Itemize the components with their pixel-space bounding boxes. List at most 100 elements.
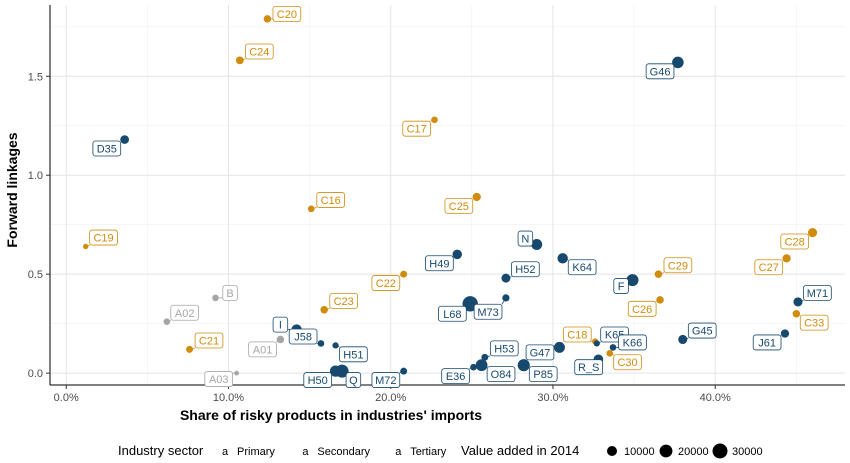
label-box-c24 xyxy=(244,43,274,60)
label-box-k66 xyxy=(618,334,647,351)
label-c19: C19 xyxy=(93,233,113,245)
label-box-r_s xyxy=(574,359,603,376)
label-n: N xyxy=(521,234,529,246)
point-c17 xyxy=(431,116,438,124)
label-box-c18 xyxy=(562,326,592,343)
label-box-c26 xyxy=(627,300,657,317)
label-m72: M72 xyxy=(375,375,396,387)
label-c23: C23 xyxy=(334,296,354,308)
point-h53 xyxy=(481,353,489,361)
label-e36: E36 xyxy=(446,371,466,383)
label-f: F xyxy=(618,281,625,293)
point-c22 xyxy=(400,270,408,278)
point-labels: A01 A02 A03 B C16 C17 C18 C19 C20 C21 C22 C23 C24 C25… xyxy=(89,6,832,388)
x-tick-label: 40.0% xyxy=(700,392,731,404)
label-c17: C17 xyxy=(407,124,427,136)
label-l68: L68 xyxy=(443,309,461,321)
label-box-c28 xyxy=(780,233,810,250)
label-box-c25 xyxy=(444,197,474,214)
label-p85: P85 xyxy=(533,369,553,381)
point-k66 xyxy=(609,344,617,351)
point-c19 xyxy=(83,243,89,250)
data-points xyxy=(83,15,818,378)
y-tick-label: 0.5 xyxy=(28,269,43,281)
label-box-a01 xyxy=(248,341,277,358)
label-r_s: R_S xyxy=(578,362,599,374)
label-box-q xyxy=(345,372,362,388)
label-h49: H49 xyxy=(429,258,449,270)
point-c20 xyxy=(263,15,272,23)
x-axis-title: Share of risky products in industries' i… xyxy=(180,407,482,423)
label-g46: G46 xyxy=(650,66,671,78)
point-c29 xyxy=(654,270,663,278)
label-box-h51 xyxy=(339,346,368,363)
label-box-g47 xyxy=(525,344,555,361)
point-c25 xyxy=(472,192,481,202)
label-q: Q xyxy=(349,375,358,387)
x-tick-label: 30.0% xyxy=(537,392,568,404)
point-c16 xyxy=(307,205,315,213)
point-h52 xyxy=(501,273,511,283)
label-c22: C22 xyxy=(376,278,396,290)
label-box-h50 xyxy=(303,372,333,388)
legend-size-key-30000 xyxy=(712,443,728,459)
label-box-c33 xyxy=(799,314,829,331)
point-m73 xyxy=(502,294,510,302)
point-a02 xyxy=(163,318,171,325)
label-h50: H50 xyxy=(308,375,328,387)
y-tick-label: 1.0 xyxy=(28,170,43,182)
label-box-b xyxy=(222,285,238,301)
point-e36 xyxy=(470,363,477,371)
label-a01: A01 xyxy=(253,344,273,356)
label-box-j61 xyxy=(752,334,782,351)
point-g46 xyxy=(672,56,684,69)
label-box-c20 xyxy=(272,6,302,22)
point-c21 xyxy=(186,345,193,353)
label-box-c22 xyxy=(371,275,401,291)
label-m73: M73 xyxy=(477,307,498,319)
label-g47: G47 xyxy=(530,347,551,359)
point-h51 xyxy=(332,342,339,349)
x-tick-label: 0.0% xyxy=(54,392,79,404)
label-box-j58 xyxy=(288,328,318,345)
label-box-h53 xyxy=(489,340,519,357)
point-p85 xyxy=(517,359,530,372)
label-a03: A03 xyxy=(209,374,229,386)
label-box-n xyxy=(517,230,534,247)
label-box-o84 xyxy=(486,366,516,383)
label-box-d35 xyxy=(92,140,122,157)
legend-label-secondary: Secondary xyxy=(317,446,370,458)
y-axis-title: Forward linkages xyxy=(4,132,20,247)
label-box-k64 xyxy=(567,259,597,276)
legend-size-label-10000: 10000 xyxy=(624,446,655,458)
label-box-m72 xyxy=(371,372,401,388)
point-c33 xyxy=(792,309,801,318)
label-c20: C20 xyxy=(277,9,297,21)
legend-size-label-20000: 20000 xyxy=(678,446,709,458)
point-d35 xyxy=(120,135,129,144)
label-k64: K64 xyxy=(572,262,592,274)
label-c26: C26 xyxy=(632,304,652,316)
y-tick-label: 0.0 xyxy=(28,368,43,380)
point-m72 xyxy=(400,367,408,375)
point-j61 xyxy=(780,329,790,338)
legend-label-primary: Primary xyxy=(237,446,275,458)
point-g45 xyxy=(678,334,688,345)
label-h52: H52 xyxy=(515,264,535,276)
label-h53: H53 xyxy=(494,343,514,355)
axes xyxy=(49,5,845,386)
label-box-m73 xyxy=(473,303,503,320)
legend-key-tertiary: a xyxy=(395,446,402,458)
x-tick-label: 20.0% xyxy=(375,392,406,404)
label-j58: J58 xyxy=(294,332,312,344)
legend-size-label-30000: 30000 xyxy=(732,446,763,458)
point-n xyxy=(531,238,543,250)
legend-label-tertiary: Tertiary xyxy=(410,446,447,458)
point-b xyxy=(212,294,219,302)
point-k64 xyxy=(557,253,568,264)
legend-key-primary: a xyxy=(222,446,229,458)
y-axis-ticks: 0.0 0.5 1.0 1.5 xyxy=(28,71,50,380)
legend-color-title: Industry sector xyxy=(118,443,204,458)
legend-key-secondary: a xyxy=(302,446,309,458)
label-box-g46 xyxy=(645,63,675,80)
